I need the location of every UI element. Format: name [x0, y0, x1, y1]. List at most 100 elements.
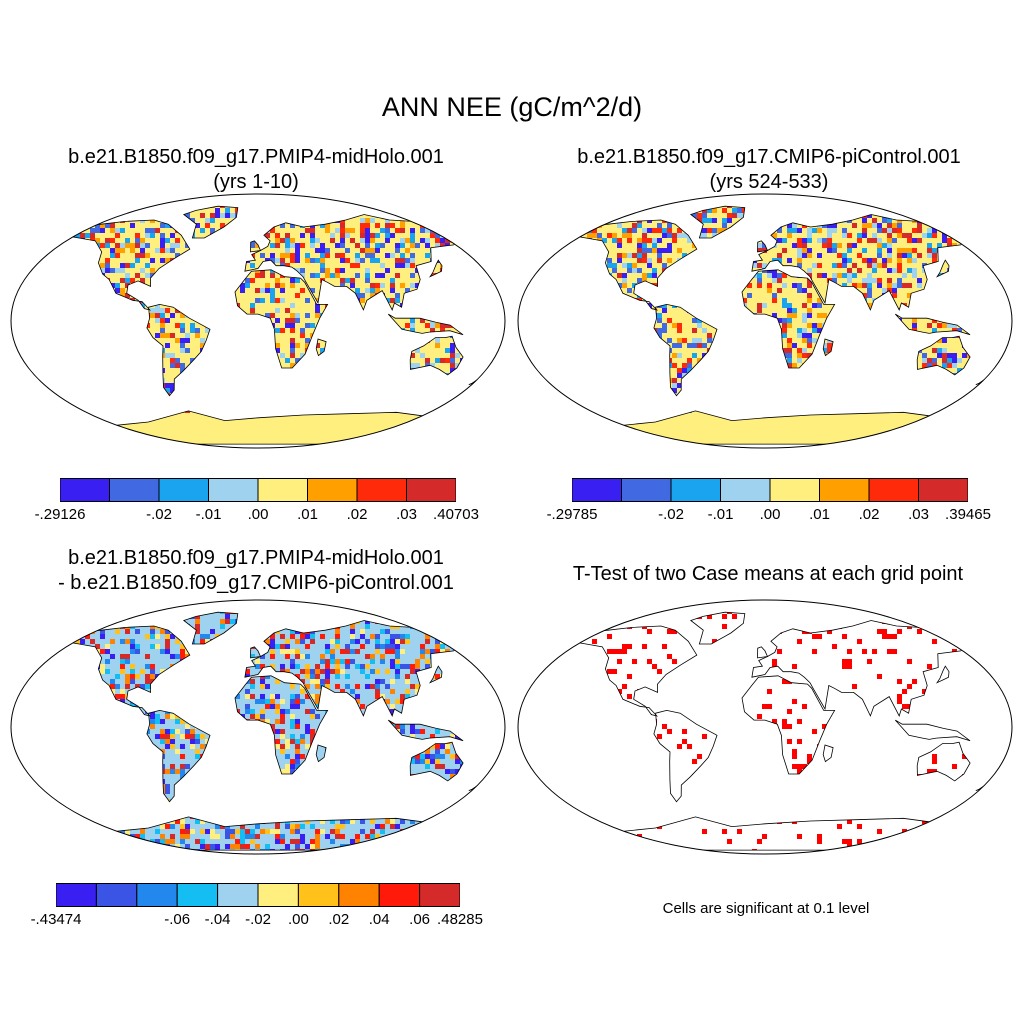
- grid-cell: [902, 283, 907, 288]
- grid-cell: [562, 223, 567, 228]
- grid-cell: [180, 363, 185, 368]
- grid-cell: [697, 323, 702, 328]
- grid-cell: [897, 208, 902, 213]
- grid-cell: [290, 318, 295, 323]
- grid-cell: [1012, 253, 1013, 258]
- grid-cell: [410, 263, 415, 268]
- grid-cell: [310, 288, 315, 293]
- grid-cell: [400, 253, 405, 258]
- grid-cell: [160, 308, 165, 313]
- grid-cell: [982, 208, 987, 213]
- grid-cell: [1002, 363, 1007, 368]
- grid-cell: [702, 233, 707, 238]
- grid-cell: [1007, 223, 1012, 228]
- grid-cell: [842, 253, 847, 258]
- grid-cell: [35, 233, 40, 238]
- grid-cell: [165, 328, 170, 333]
- grid-cell: [160, 198, 165, 203]
- grid-cell: [250, 243, 255, 248]
- grid-cell: [185, 338, 190, 343]
- grid-cell: [777, 238, 782, 243]
- grid-cell: [185, 348, 190, 353]
- grid-cell: [20, 378, 25, 383]
- grid-cell: [992, 383, 997, 388]
- grid-cell: [40, 218, 45, 223]
- grid-cell: [677, 193, 682, 198]
- grid-cell: [897, 288, 902, 293]
- grid-cell: [807, 243, 812, 248]
- grid-cell: [475, 243, 480, 248]
- grid-cell: [1002, 373, 1007, 378]
- grid-cell: [90, 193, 95, 198]
- grid-cell: [517, 193, 522, 198]
- grid-cell: [647, 193, 652, 198]
- grid-cell: [120, 604, 125, 609]
- grid-cell: [20, 363, 25, 368]
- grid-cell: [697, 193, 702, 198]
- grid-cell: [485, 233, 490, 238]
- grid-cell: [280, 288, 285, 293]
- colorbar-swatch: [769, 478, 820, 502]
- grid-cell: [942, 208, 947, 213]
- grid-cell: [607, 198, 612, 203]
- grid-cell: [672, 388, 677, 393]
- grid-cell: [1002, 408, 1007, 413]
- grid-cell: [445, 223, 450, 228]
- grid-cell: [480, 213, 485, 218]
- coastline-uk: [250, 240, 262, 253]
- grid-cell: [887, 193, 892, 198]
- grid-cell: [260, 288, 265, 293]
- grid-cell: [632, 263, 637, 268]
- grid-cell: [355, 273, 360, 278]
- grid-cell: [410, 233, 415, 238]
- grid-cell: [652, 198, 657, 203]
- grid-cell: [115, 268, 120, 273]
- grid-cell: [532, 398, 537, 403]
- grid-cell: [897, 223, 902, 228]
- grid-cell: [130, 278, 135, 283]
- grid-cell: [285, 248, 290, 253]
- grid-cell: [692, 213, 697, 218]
- grid-cell: [375, 223, 380, 228]
- grid-cell: [375, 288, 380, 293]
- grid-cell: [505, 278, 506, 283]
- grid-cell: [160, 233, 165, 238]
- grid-cell: [150, 218, 155, 223]
- grid-cell: [460, 206, 465, 208]
- grid-cell: [500, 228, 505, 233]
- grid-cell: [505, 303, 506, 308]
- grid-cell: [782, 333, 787, 338]
- grid-cell: [972, 238, 977, 243]
- grid-cell: [802, 313, 807, 318]
- grid-cell: [450, 198, 455, 203]
- grid-cell: [165, 383, 170, 388]
- grid-cell: [20, 213, 25, 218]
- grid-cell: [802, 318, 807, 323]
- grid-cell: [892, 293, 897, 298]
- grid-cell: [270, 243, 275, 248]
- grid-cell: [470, 614, 475, 619]
- grid-cell: [522, 238, 527, 243]
- grid-cell: [360, 233, 365, 238]
- grid-cell: [505, 333, 506, 338]
- grid-cell: [562, 403, 567, 408]
- grid-cell: [662, 263, 667, 268]
- grid-cell: [385, 233, 390, 238]
- grid-cell: [942, 238, 947, 243]
- grid-cell: [340, 278, 345, 283]
- grid-cell: [557, 218, 562, 223]
- grid-cell: [887, 283, 892, 288]
- grid-cell: [160, 599, 165, 604]
- grid-cell: [120, 238, 125, 243]
- grid-cell: [887, 233, 892, 238]
- grid-cell: [115, 614, 120, 619]
- grid-cell: [927, 363, 932, 368]
- colorbar-swatch: [868, 478, 919, 502]
- map-svg: [517, 193, 1013, 449]
- grid-cell: [997, 248, 1002, 253]
- grid-cell: [517, 203, 522, 208]
- grid-cell: [542, 248, 547, 253]
- grid-cell: [40, 388, 45, 393]
- grid-cell: [500, 223, 505, 228]
- grid-cell: [410, 223, 415, 228]
